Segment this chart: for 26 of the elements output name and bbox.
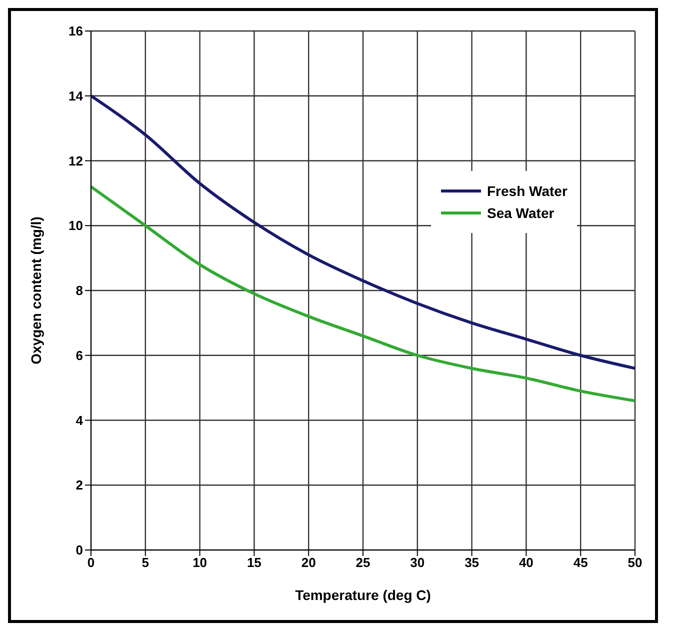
y-tick-label: 12 [68,153,83,168]
y-tick-label: 8 [76,283,83,298]
x-tick-label: 10 [192,555,208,570]
y-tick-label: 10 [68,218,83,234]
y-tick-label: 4 [76,412,84,428]
line-series [91,94,635,370]
x-tick-label: 50 [628,555,642,570]
x-tick-label: 15 [246,555,262,570]
y-tick-label: 0 [76,542,83,558]
x-tick-label: 5 [142,555,150,570]
legend-label: Sea Water [487,205,554,221]
x-axis-title: Temperature (deg C) [295,587,431,603]
line-series [91,185,635,402]
y-tick-label: 16 [68,24,83,39]
y-tick-label: 6 [76,348,83,363]
x-tick-label: 25 [356,555,370,570]
x-tick-label: 20 [301,555,316,570]
y-axis-title: Oxygen content (mg/l) [28,216,44,364]
x-tick-label: 0 [87,555,95,570]
y-tick-label: 14 [68,88,84,104]
x-tick-label: 45 [573,555,588,570]
x-tick-label: 30 [410,555,425,570]
y-tick-label: 2 [76,478,83,493]
legend-label: Fresh Water [487,183,568,199]
x-tick-label: 35 [464,555,480,570]
x-tick-label: 40 [518,555,534,570]
